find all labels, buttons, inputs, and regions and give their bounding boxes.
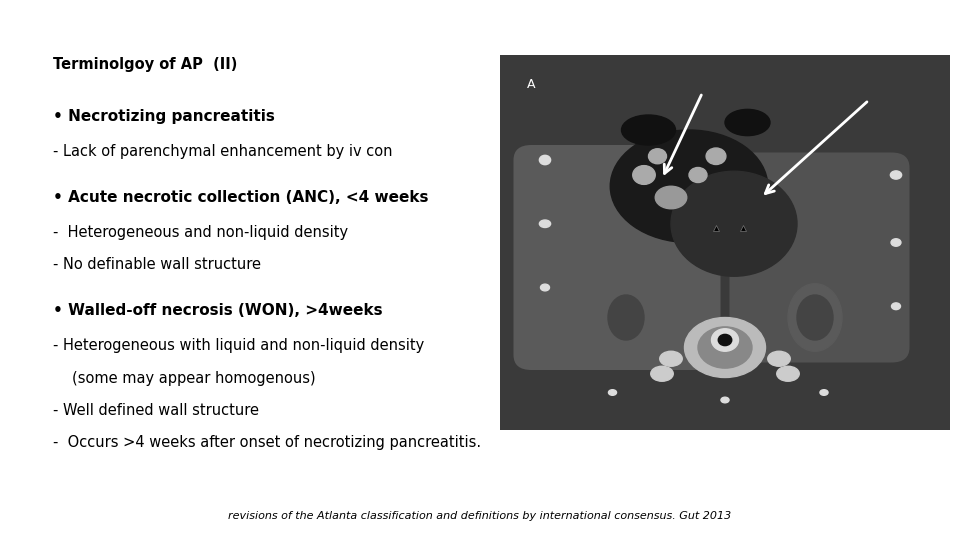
- FancyBboxPatch shape: [730, 152, 909, 362]
- Ellipse shape: [718, 334, 732, 346]
- Circle shape: [633, 166, 656, 184]
- Ellipse shape: [797, 295, 833, 340]
- Text: -  Heterogeneous and non-liquid density: - Heterogeneous and non-liquid density: [53, 225, 348, 240]
- Text: • Acute necrotic collection (ANC), <4 weeks: • Acute necrotic collection (ANC), <4 we…: [53, 190, 428, 205]
- Ellipse shape: [608, 295, 644, 340]
- Ellipse shape: [611, 130, 768, 242]
- Ellipse shape: [788, 284, 842, 351]
- Ellipse shape: [768, 351, 790, 366]
- Text: Terminolgoy of AP  (II): Terminolgoy of AP (II): [53, 57, 237, 72]
- Ellipse shape: [820, 390, 828, 395]
- Ellipse shape: [725, 110, 770, 136]
- Ellipse shape: [599, 284, 653, 351]
- Ellipse shape: [684, 318, 765, 377]
- Ellipse shape: [777, 366, 800, 381]
- Circle shape: [649, 148, 666, 164]
- Text: - Lack of parenchymal enhancement by iv con: - Lack of parenchymal enhancement by iv …: [53, 144, 393, 159]
- Text: - Heterogeneous with liquid and non-liquid density: - Heterogeneous with liquid and non-liqu…: [53, 338, 424, 353]
- Ellipse shape: [651, 366, 673, 381]
- Ellipse shape: [609, 390, 616, 395]
- Text: • Necrotizing pancreatitis: • Necrotizing pancreatitis: [53, 109, 275, 124]
- Ellipse shape: [721, 397, 729, 403]
- FancyBboxPatch shape: [487, 40, 960, 449]
- Text: -  Occurs >4 weeks after onset of necrotizing pancreatitis.: - Occurs >4 weeks after onset of necroti…: [53, 435, 481, 450]
- Text: - No definable wall structure: - No definable wall structure: [53, 257, 261, 272]
- Ellipse shape: [671, 171, 797, 276]
- Ellipse shape: [621, 115, 676, 145]
- FancyBboxPatch shape: [514, 145, 721, 370]
- Text: revisions of the Atlanta classification and definitions by international consens: revisions of the Atlanta classification …: [228, 511, 732, 521]
- Ellipse shape: [711, 329, 738, 351]
- Ellipse shape: [660, 351, 683, 366]
- Ellipse shape: [540, 156, 551, 165]
- Ellipse shape: [892, 303, 900, 309]
- Ellipse shape: [890, 171, 901, 179]
- Text: A: A: [527, 78, 536, 91]
- Ellipse shape: [698, 327, 752, 368]
- Ellipse shape: [540, 220, 551, 227]
- Ellipse shape: [656, 186, 686, 209]
- Ellipse shape: [540, 284, 549, 291]
- Circle shape: [707, 148, 726, 165]
- Ellipse shape: [689, 167, 707, 183]
- Text: - Well defined wall structure: - Well defined wall structure: [53, 403, 259, 418]
- Text: (some may appear homogenous): (some may appear homogenous): [72, 370, 316, 386]
- Text: • Walled-off necrosis (WON), >4weeks: • Walled-off necrosis (WON), >4weeks: [53, 303, 382, 318]
- Ellipse shape: [891, 239, 900, 246]
